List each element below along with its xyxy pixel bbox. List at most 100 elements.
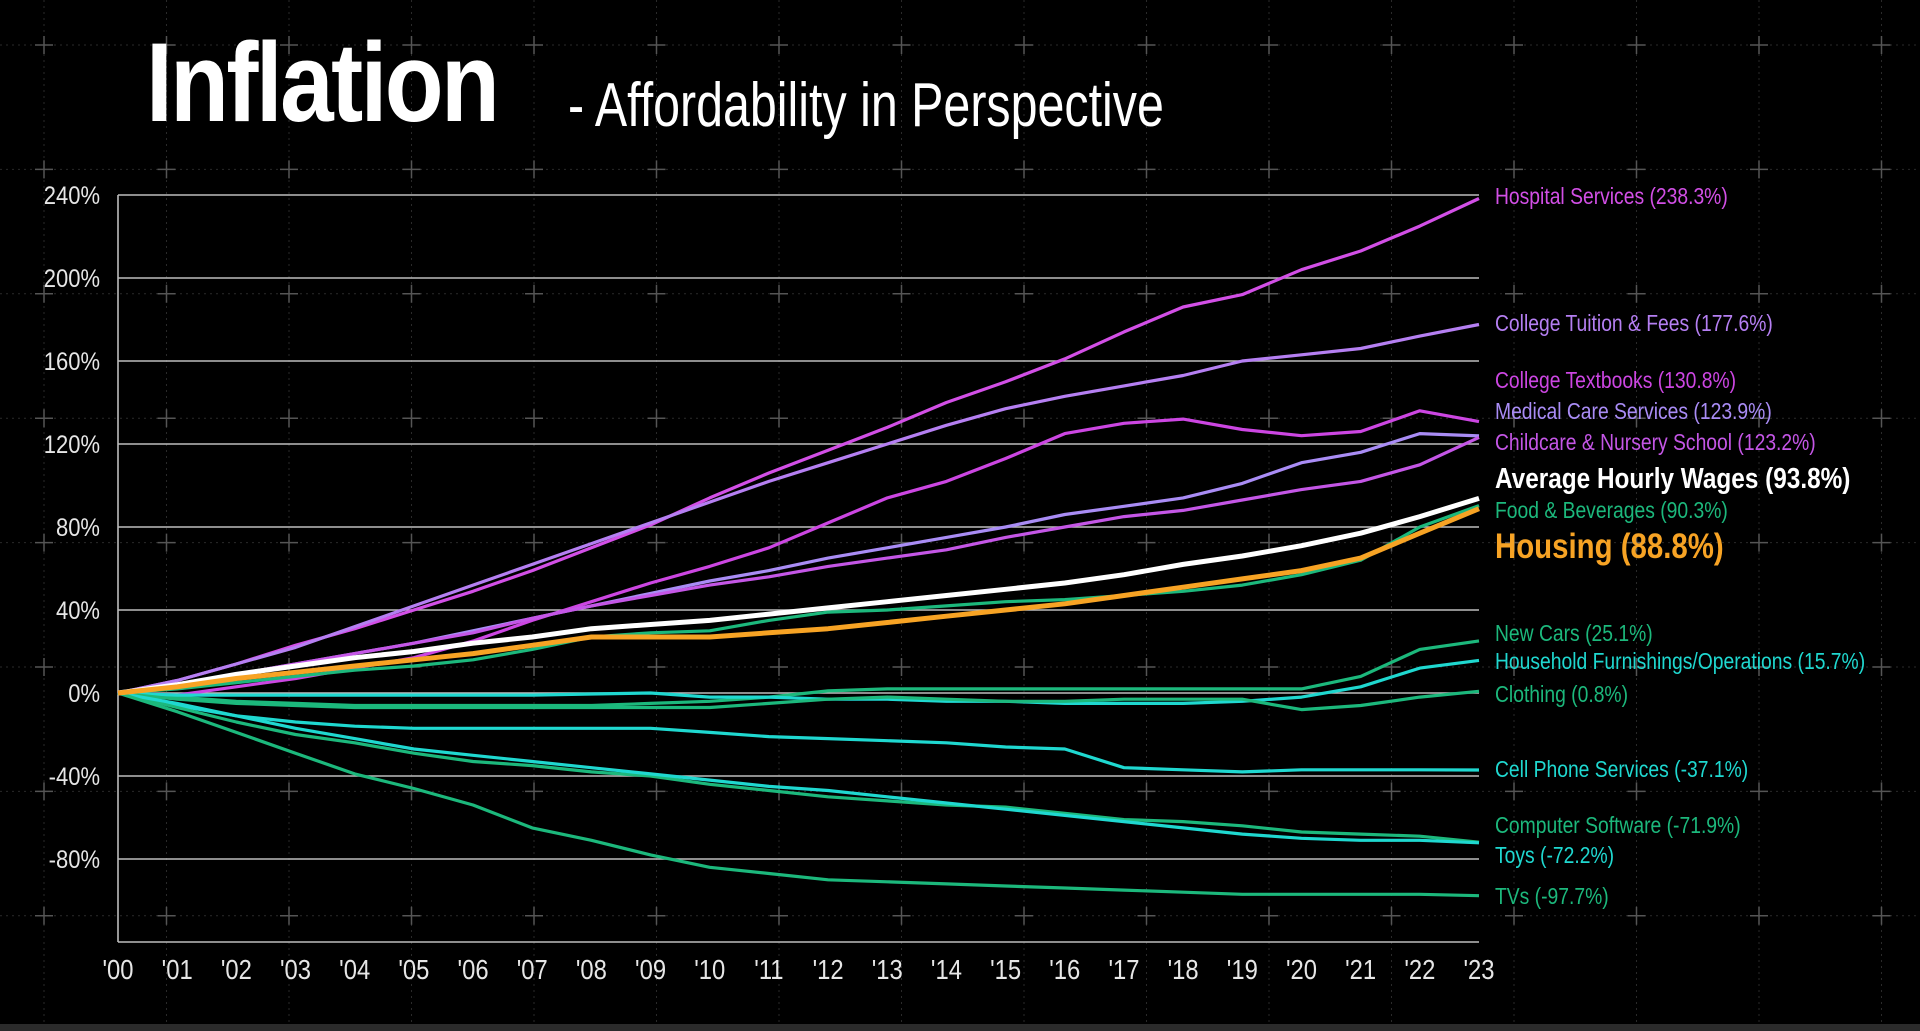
x-tick-label: '08	[576, 953, 607, 985]
plus-mark	[35, 533, 53, 552]
series-line	[117, 639, 1480, 708]
plus-mark	[1750, 906, 1768, 925]
plus-mark	[1260, 284, 1278, 303]
x-tick-label: '12	[813, 953, 844, 985]
x-tick-label: '16	[1049, 953, 1080, 985]
x-tick-label: '23	[1464, 953, 1495, 985]
series-label: Clothing (0.8%)	[1495, 683, 1628, 708]
plus-mark	[1015, 36, 1033, 54]
series-line	[117, 689, 1480, 712]
plus-mark	[892, 658, 911, 676]
plus-mark	[892, 160, 911, 179]
plus-mark	[1627, 906, 1646, 925]
axes	[117, 195, 1479, 943]
x-tick-label: '15	[990, 953, 1021, 985]
x-tick-label: '21	[1345, 953, 1376, 985]
plus-mark	[402, 409, 421, 428]
plus-mark	[402, 906, 421, 925]
plus-mark	[1627, 284, 1646, 303]
plus-mark	[157, 284, 176, 303]
plus-mark	[280, 533, 298, 552]
plus-mark	[1872, 533, 1891, 552]
x-tick-label: '22	[1404, 953, 1435, 985]
y-tick-label: 200%	[44, 265, 100, 293]
plus-mark	[280, 36, 298, 54]
series-label: Medical Care Services (123.9%)	[1495, 400, 1772, 425]
series-label: Housing (88.8%)	[1495, 527, 1724, 566]
plus-mark	[892, 533, 911, 552]
plus-mark	[1015, 906, 1033, 925]
x-tick-label: '18	[1168, 953, 1199, 985]
x-tick-label: '07	[517, 953, 548, 985]
plus-mark	[157, 658, 176, 676]
x-tick-label: '13	[872, 953, 903, 985]
plus-mark	[35, 782, 53, 801]
series-label: Household Furnishings/Operations (15.7%)	[1495, 650, 1865, 675]
series-label: College Tuition & Fees (177.6%)	[1495, 312, 1773, 337]
plus-mark	[770, 284, 788, 303]
x-tick-label: '20	[1286, 953, 1317, 985]
plus-mark	[1627, 658, 1646, 676]
plus-mark	[892, 36, 911, 54]
plus-mark	[1382, 906, 1401, 925]
plus-mark	[647, 658, 666, 676]
plus-mark	[1382, 284, 1401, 303]
series-line	[117, 506, 1480, 696]
series-label: Average Hourly Wages (93.8%)	[1495, 462, 1850, 494]
series-line	[117, 435, 1480, 695]
x-tick-label: '00	[103, 953, 134, 985]
y-tick-label: -40%	[49, 763, 100, 791]
series-labels: Hospital Services (238.3%) College Tuitio…	[1495, 185, 1865, 910]
plus-mark	[892, 284, 911, 303]
plus-mark	[647, 160, 666, 179]
plus-mark	[1260, 533, 1278, 552]
plus-mark	[525, 782, 543, 801]
series-label: TVs (-97.7%)	[1495, 885, 1609, 910]
series-label: Childcare & Nursery School (123.2%)	[1495, 431, 1816, 456]
series-lines	[117, 197, 1480, 898]
plus-mark	[1505, 658, 1523, 676]
plus-mark	[525, 284, 543, 303]
plus-mark	[1260, 782, 1278, 801]
x-tick-label: '06	[458, 953, 489, 985]
plus-mark	[1627, 782, 1646, 801]
plus-mark	[1505, 284, 1523, 303]
plus-mark	[1750, 533, 1768, 552]
plus-mark	[1137, 906, 1156, 925]
bottom-bar	[0, 1024, 1920, 1031]
plus-mark	[1015, 782, 1033, 801]
series-line	[117, 322, 1480, 695]
plus-mark	[402, 533, 421, 552]
plus-mark	[647, 533, 666, 552]
plus-mark	[1750, 284, 1768, 303]
x-tick-label: '17	[1108, 953, 1139, 985]
plus-mark	[280, 782, 298, 801]
plus-mark	[157, 782, 176, 801]
plus-mark	[280, 284, 298, 303]
plus-mark	[1015, 658, 1033, 676]
plus-mark	[1260, 658, 1278, 676]
plus-mark	[402, 782, 421, 801]
y-tick-label: 120%	[44, 431, 100, 459]
plus-mark	[1137, 533, 1156, 552]
y-tick-labels: 240% 200% 160% 120% 80% 40% 0% -40% -80%	[44, 182, 100, 874]
plus-mark	[35, 906, 53, 925]
plus-mark	[1750, 36, 1768, 54]
series-label: New Cars (25.1%)	[1495, 622, 1653, 647]
series-label: Food & Beverages (90.3%)	[1495, 499, 1728, 524]
plus-mark	[1872, 36, 1891, 54]
plus-mark	[35, 160, 53, 179]
plus-mark	[1137, 36, 1156, 54]
plus-mark	[402, 160, 421, 179]
series-label: Cell Phone Services (-37.1%)	[1495, 758, 1748, 783]
series-line	[117, 496, 1480, 696]
plus-mark	[1015, 409, 1033, 428]
plus-mark	[770, 160, 788, 179]
plus-mark	[1137, 284, 1156, 303]
plus-mark	[1137, 658, 1156, 676]
x-tick-label: '01	[162, 953, 193, 985]
series-label: Computer Software (-71.9%)	[1495, 814, 1741, 839]
plus-mark	[1505, 782, 1523, 801]
